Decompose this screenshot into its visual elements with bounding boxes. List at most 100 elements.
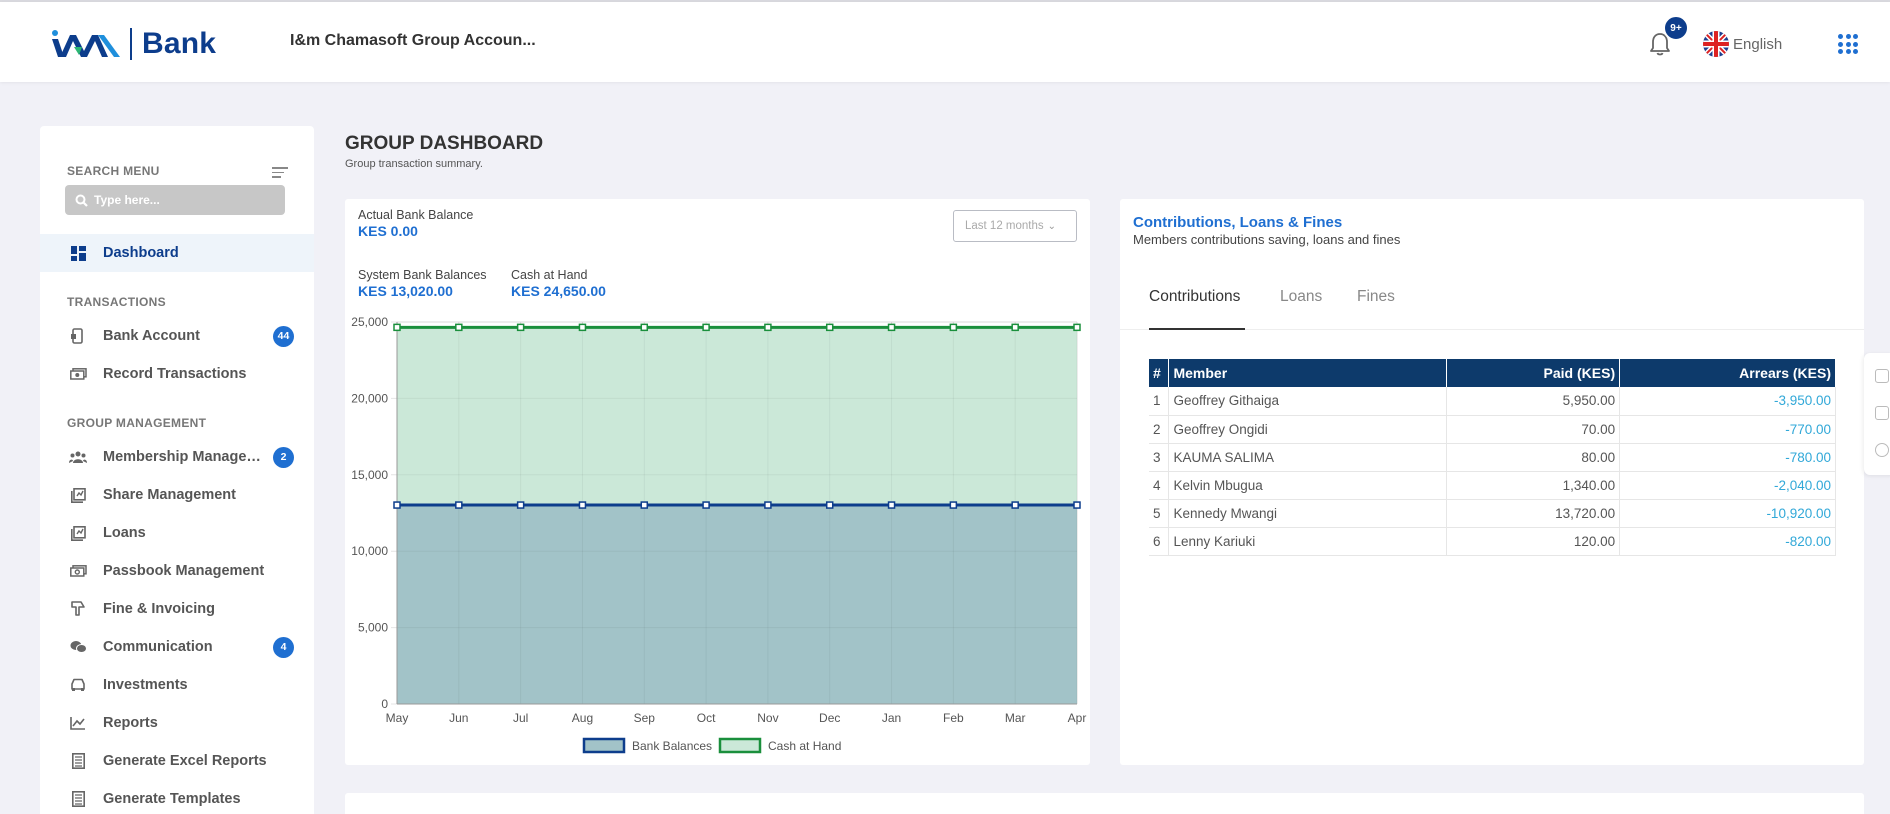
floating-side-toolbar[interactable] <box>1864 353 1890 475</box>
y-tick-label: 0 <box>381 697 388 711</box>
top-header: Bank I&m Chamasoft Group Accoun... 9+ En… <box>0 2 1890 82</box>
data-point <box>578 501 587 509</box>
data-point <box>702 323 710 332</box>
data-point <box>516 501 525 509</box>
sidebar-item-reports[interactable]: Reports <box>40 704 314 742</box>
tab-contributions[interactable]: Contributions <box>1149 288 1245 330</box>
contributions-subtitle: Members contributions saving, loans and … <box>1133 232 1401 247</box>
sidebar-item-bank-account[interactable]: Bank Account 44 <box>40 317 314 355</box>
sidebar-item-label: Membership Management <box>103 449 273 465</box>
sidebar-item-label: Bank Account <box>103 328 200 344</box>
table-row[interactable]: 3 KAUMA SALIMA 80.00 -780.00 <box>1149 443 1836 472</box>
sidebar-item-record-transactions[interactable]: Record Transactions <box>40 355 314 393</box>
table-header-row: # Member Paid (KES) Arrears (KES) <box>1149 359 1836 387</box>
column-header-arrears: Arrears (KES) <box>1619 359 1836 387</box>
tab-fines[interactable]: Fines <box>1357 288 1395 305</box>
sidebar-item-label: Share Management <box>103 487 236 503</box>
sidebar-item-communication[interactable]: Communication 4 <box>40 628 314 666</box>
page-subtitle: Group transaction summary. <box>345 158 483 170</box>
sidebar-item-fine-invoicing[interactable]: Fine & Invoicing <box>40 590 314 628</box>
row-index: 3 <box>1149 443 1170 472</box>
date-range-select[interactable]: Last 12 months ⌄ <box>953 210 1077 242</box>
table-row[interactable]: 6 Lenny Kariuki 120.00 -820.00 <box>1149 527 1836 556</box>
search-icon <box>75 194 88 207</box>
group-name[interactable]: I&m Chamasoft Group Accoun... <box>290 32 536 49</box>
search-menu-label: SEARCH MENU <box>67 164 160 178</box>
sidebar-item-generate-excel-reports[interactable]: Generate Excel Reports <box>40 742 314 780</box>
row-index: 2 <box>1149 415 1170 444</box>
legend-swatch <box>582 737 626 754</box>
apps-grid-icon[interactable] <box>1838 34 1858 54</box>
table-row[interactable]: 4 Kelvin Mbugua 1,340.00 -2,040.00 <box>1149 471 1836 500</box>
actual-bank-balance-value: KES 0.00 <box>358 223 418 239</box>
excel-reports-icon <box>69 752 87 770</box>
data-point <box>1073 323 1081 332</box>
data-point <box>949 323 958 332</box>
sidebar-item-investments[interactable]: Investments <box>40 666 314 704</box>
data-point <box>887 323 896 332</box>
table-row[interactable]: 5 Kennedy Mwangi 13,720.00 -10,920.00 <box>1149 499 1836 528</box>
x-tick-label: Aug <box>572 711 593 725</box>
member-name: Geoffrey Ongidi <box>1168 415 1448 444</box>
sidebar-item-label: Investments <box>103 677 188 693</box>
language-selector[interactable]: English <box>1703 31 1782 57</box>
arrears-amount: -780.00 <box>1619 443 1836 472</box>
row-index: 4 <box>1149 471 1170 500</box>
y-tick-label: 5,000 <box>358 621 388 635</box>
y-tick-label: 15,000 <box>351 468 388 482</box>
data-point <box>455 501 463 509</box>
member-name: Geoffrey Githaiga <box>1168 387 1448 416</box>
search-menu-input[interactable] <box>94 193 274 207</box>
language-label: English <box>1733 35 1783 53</box>
sidebar-item-loans[interactable]: Loans <box>40 514 314 552</box>
calendar-icon[interactable] <box>1875 406 1889 420</box>
data-point <box>393 323 401 332</box>
arrears-amount: -770.00 <box>1619 415 1836 444</box>
table-row[interactable]: 2 Geoffrey Ongidi 70.00 -770.00 <box>1149 415 1836 444</box>
sidebar-item-label: Record Transactions <box>103 366 247 382</box>
tab-loans[interactable]: Loans <box>1280 288 1323 305</box>
x-tick-label: Mar <box>1005 711 1026 725</box>
row-index: 5 <box>1149 499 1170 528</box>
data-point <box>578 323 587 332</box>
data-point <box>1011 501 1019 509</box>
x-tick-label: Sep <box>634 711 656 725</box>
section-transactions: TRANSACTIONS <box>67 295 166 309</box>
contributions-card: Contributions, Loans & Fines Members con… <box>1120 199 1864 765</box>
sidebar-item-label: Generate Templates <box>103 791 241 807</box>
sidebar-item-membership-management[interactable]: Membership Management 2 <box>40 438 314 476</box>
notification-badge: 9+ <box>1663 15 1689 41</box>
legend-label: Bank Balances <box>632 739 712 753</box>
sidebar-item-generate-templates[interactable]: Generate Templates <box>40 780 314 814</box>
column-header-index: # <box>1149 359 1170 387</box>
sidebar-item-passbook-management[interactable]: Passbook Management <box>40 552 314 590</box>
sidebar-item-dashboard[interactable]: Dashboard <box>40 234 314 272</box>
investments-icon <box>69 676 87 694</box>
y-tick-label: 25,000 <box>351 315 388 329</box>
data-point <box>764 501 772 509</box>
share-icon <box>69 486 87 504</box>
bank-logo[interactable]: Bank <box>50 26 216 62</box>
sidebar-item-label: Passbook Management <box>103 563 265 579</box>
contributions-title: Contributions, Loans & Fines <box>1133 214 1343 231</box>
table-row[interactable]: 1 Geoffrey Githaiga 5,950.00 -3,950.00 <box>1149 387 1836 416</box>
data-point <box>949 501 958 509</box>
sidebar-item-label: Communication <box>103 639 213 655</box>
menu-toggle-icon[interactable] <box>272 167 288 179</box>
sidebar-badge: 4 <box>273 636 294 658</box>
data-point <box>1073 501 1081 509</box>
settings-icon[interactable] <box>1875 443 1889 457</box>
x-tick-label: Jul <box>513 711 528 725</box>
top-border <box>0 0 1890 2</box>
member-name: Kelvin Mbugua <box>1168 471 1448 500</box>
sidebar-item-label: Fine & Invoicing <box>103 601 215 617</box>
people-icon[interactable] <box>1875 369 1889 383</box>
communication-icon <box>69 638 87 656</box>
record-transactions-icon <box>69 365 87 383</box>
passbook-icon <box>69 562 87 580</box>
chevron-down-icon: ⌄ <box>1047 220 1057 232</box>
data-point <box>393 501 401 509</box>
legend-label: Cash at Hand <box>768 739 841 753</box>
contributions-table: # Member Paid (KES) Arrears (KES) 1 Geof… <box>1149 359 1836 556</box>
sidebar-item-share-management[interactable]: Share Management <box>40 476 314 514</box>
